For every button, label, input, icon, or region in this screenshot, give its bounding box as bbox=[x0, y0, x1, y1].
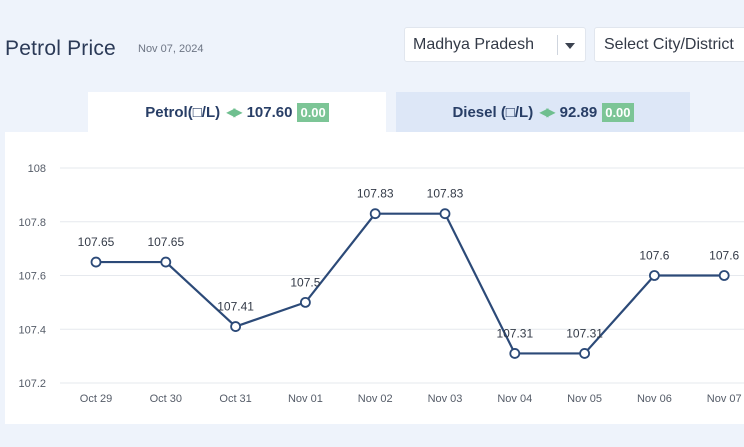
state-select-value: Madhya Pradesh bbox=[413, 36, 534, 53]
data-point bbox=[579, 348, 590, 359]
tab-diesel-label: Diesel (□/L) bbox=[452, 103, 534, 121]
chevron-down-icon[interactable] bbox=[565, 43, 575, 49]
tab-petrol-change-badge: 0.00 bbox=[297, 102, 329, 122]
select-divider bbox=[557, 35, 558, 55]
data-point bbox=[439, 208, 451, 220]
tab-petrol[interactable]: Petrol(□/L) ◀▶ 107.60 0.00 bbox=[88, 92, 386, 132]
data-point bbox=[160, 256, 172, 268]
y-tick-label: 107.2 bbox=[18, 378, 46, 390]
data-label: 107.6 bbox=[639, 249, 669, 263]
x-tick-label: Nov 07 bbox=[707, 393, 742, 405]
y-tick-label: 107.6 bbox=[18, 271, 46, 283]
page-date: Nov 07, 2024 bbox=[138, 43, 204, 55]
y-tick-label: 108 bbox=[28, 163, 46, 175]
updown-arrows-icon: ◀▶ bbox=[226, 105, 243, 119]
tab-diesel[interactable]: Diesel (□/L) ◀▶ 92.89 0.00 bbox=[396, 92, 690, 132]
x-tick-label: Nov 04 bbox=[497, 393, 532, 405]
data-label: 107.83 bbox=[427, 187, 464, 201]
x-tick-label: Nov 02 bbox=[358, 393, 393, 405]
page-title: Petrol Price bbox=[5, 37, 116, 60]
tab-petrol-price: 107.60 bbox=[246, 103, 293, 121]
x-tick-label: Oct 29 bbox=[80, 393, 112, 405]
x-tick-label: Nov 03 bbox=[428, 393, 463, 405]
chart-panel: 107.2 107.4 107.6 107.8 108 Oct 29 Oct 30 Oct 3… bbox=[5, 132, 744, 424]
tab-diesel-change-badge: 0.00 bbox=[602, 102, 634, 122]
data-point bbox=[718, 270, 730, 281]
data-label: 107.41 bbox=[217, 300, 254, 314]
data-label: 107.65 bbox=[147, 235, 184, 249]
state-select[interactable]: Madhya Pradesh bbox=[404, 27, 586, 62]
city-select[interactable]: Select City/District bbox=[594, 27, 744, 62]
city-select-value: Select City/District bbox=[604, 36, 734, 53]
tab-petrol-label: Petrol(□/L) bbox=[145, 103, 221, 121]
updown-arrows-icon: ◀▶ bbox=[539, 105, 556, 119]
page-header: Petrol Price Nov 07, 2024 Madhya Pradesh… bbox=[0, 0, 744, 92]
data-label: 107.65 bbox=[78, 235, 115, 249]
data-label: 107.5 bbox=[290, 275, 320, 289]
x-tick-label: Nov 05 bbox=[567, 393, 602, 405]
y-tick-label: 107.4 bbox=[18, 324, 46, 336]
tab-diesel-price: 92.89 bbox=[559, 103, 598, 121]
data-label: 107.31 bbox=[496, 326, 533, 340]
price-line-chart: 107.2 107.4 107.6 107.8 108 Oct 29 Oct 30 Oct 3… bbox=[18, 163, 744, 405]
data-label: 107.6 bbox=[709, 249, 739, 263]
data-point bbox=[649, 270, 660, 281]
data-point bbox=[369, 208, 381, 220]
x-tick-label: Oct 31 bbox=[219, 393, 251, 405]
x-tick-label: Nov 06 bbox=[637, 393, 672, 405]
x-tick-label: Nov 01 bbox=[288, 393, 323, 405]
y-tick-label: 107.8 bbox=[18, 217, 46, 229]
data-point bbox=[90, 256, 102, 268]
x-tick-label: Oct 30 bbox=[150, 393, 182, 405]
data-point bbox=[509, 348, 521, 359]
series-line bbox=[96, 212, 725, 355]
data-point bbox=[299, 296, 311, 308]
data-label: 107.31 bbox=[566, 326, 603, 340]
data-point bbox=[230, 321, 242, 332]
data-label: 107.83 bbox=[357, 187, 394, 201]
